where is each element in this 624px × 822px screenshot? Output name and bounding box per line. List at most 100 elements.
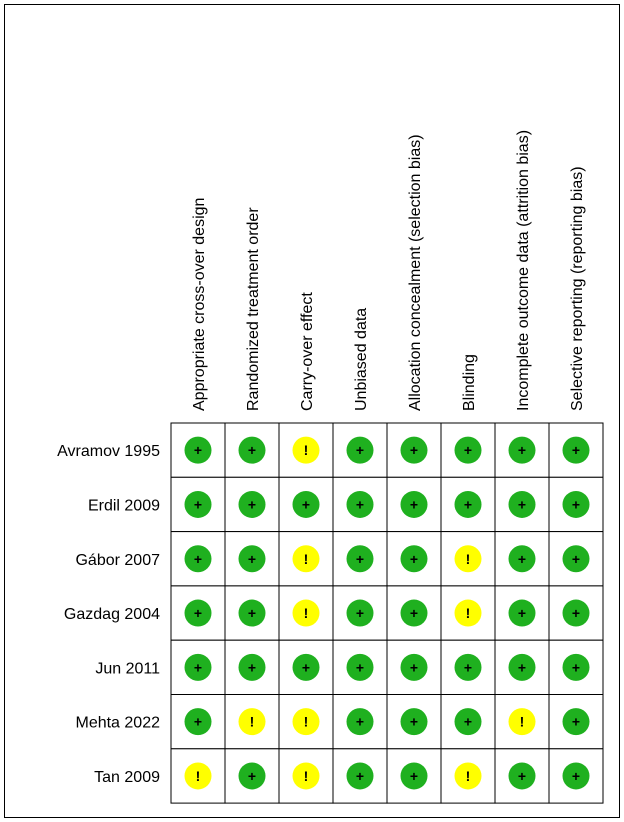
judgement-symbol: + [302,496,310,512]
judgement-dot [292,490,320,518]
judgement-symbol: ! [304,605,309,621]
judgement-dot [346,708,374,736]
judgement-symbol: + [518,768,526,784]
judgement-symbol: + [248,605,256,621]
judgement-dot [562,545,590,573]
judgement-dot [508,762,536,790]
judgement-dot [292,708,320,736]
column-header: Unbiased data [353,308,370,411]
judgement-symbol: ! [196,768,201,784]
judgement-symbol: ! [304,714,309,730]
judgement-dot [238,545,266,573]
judgement-symbol: + [194,659,202,675]
judgement-symbol: ! [304,442,309,458]
row-label: Tan 2009 [94,769,160,786]
judgement-dot [454,490,482,518]
judgement-dot [400,599,428,627]
cell [332,748,388,804]
cell [548,585,604,641]
column-header: Carry-over effect [299,292,316,411]
judgement-dot [184,762,212,790]
judgement-dot [346,599,374,627]
judgement-symbol: + [410,714,418,730]
judgement-dot [400,545,428,573]
judgement-symbol: + [518,496,526,512]
judgement-dot [562,436,590,464]
judgement-dot [508,599,536,627]
judgement-symbol: + [464,659,472,675]
judgement-symbol: + [194,551,202,567]
judgement-symbol: + [572,442,580,458]
judgement-dot [562,653,590,681]
row-label: Mehta 2022 [75,715,160,732]
judgement-dot [562,708,590,736]
column-header: Randomized treatment order [245,207,262,411]
judgement-dot [238,490,266,518]
judgement-dot [346,653,374,681]
judgement-symbol: + [194,714,202,730]
judgement-dot [184,490,212,518]
judgement-dot [454,436,482,464]
judgement-dot [184,545,212,573]
judgement-symbol: + [194,605,202,621]
judgement-symbol: + [572,551,580,567]
row-label: Jun 2011 [95,660,160,677]
judgement-symbol: + [572,659,580,675]
judgement-dot [562,599,590,627]
judgement-dot [346,545,374,573]
judgement-dot [292,599,320,627]
column-header: Appropriate cross-over design [191,198,208,411]
judgement-symbol: + [518,442,526,458]
judgement-symbol: + [410,496,418,512]
judgement-symbol: ! [250,714,255,730]
judgement-symbol: + [356,496,364,512]
judgement-symbol: + [194,442,202,458]
judgement-dot [508,545,536,573]
judgement-dot [400,436,428,464]
judgement-symbol: + [356,605,364,621]
judgement-symbol: + [356,768,364,784]
judgement-dot [292,545,320,573]
judgement-symbol: + [464,714,472,730]
judgement-dot [346,490,374,518]
judgement-symbol: + [248,442,256,458]
judgement-symbol: + [410,768,418,784]
judgement-symbol: + [356,714,364,730]
judgement-symbol: ! [520,714,525,730]
judgement-symbol: + [248,551,256,567]
judgement-symbol: + [464,496,472,512]
judgement-dot [454,599,482,627]
judgement-dot [238,708,266,736]
judgement-dot [292,436,320,464]
judgement-dot [184,708,212,736]
column-header: Selective reporting (reporting bias) [569,166,586,411]
judgement-dot [184,599,212,627]
judgement-dot [238,762,266,790]
judgement-symbol: ! [466,551,471,567]
judgement-dot [292,762,320,790]
column-header: Incomplete outcome data (attrition bias) [515,130,532,411]
judgement-symbol: ! [304,768,309,784]
row-label: Avramov 1995 [57,443,160,460]
judgement-dot [184,653,212,681]
frame [4,4,620,818]
judgement-symbol: + [518,605,526,621]
judgement-dot [346,762,374,790]
judgement-symbol: + [248,659,256,675]
judgement-symbol: + [410,659,418,675]
judgement-symbol: ! [466,605,471,621]
judgement-symbol: + [356,442,364,458]
judgement-symbol: + [410,442,418,458]
judgement-dot [400,762,428,790]
judgement-dot [400,490,428,518]
row-label: Erdil 2009 [88,497,160,514]
judgement-symbol: + [410,605,418,621]
judgement-symbol: ! [466,768,471,784]
judgement-dot [292,653,320,681]
judgement-symbol: + [248,768,256,784]
judgement-dot [238,599,266,627]
judgement-symbol: + [464,442,472,458]
judgement-dot [508,653,536,681]
judgement-dot [508,708,536,736]
judgement-symbol: + [194,496,202,512]
